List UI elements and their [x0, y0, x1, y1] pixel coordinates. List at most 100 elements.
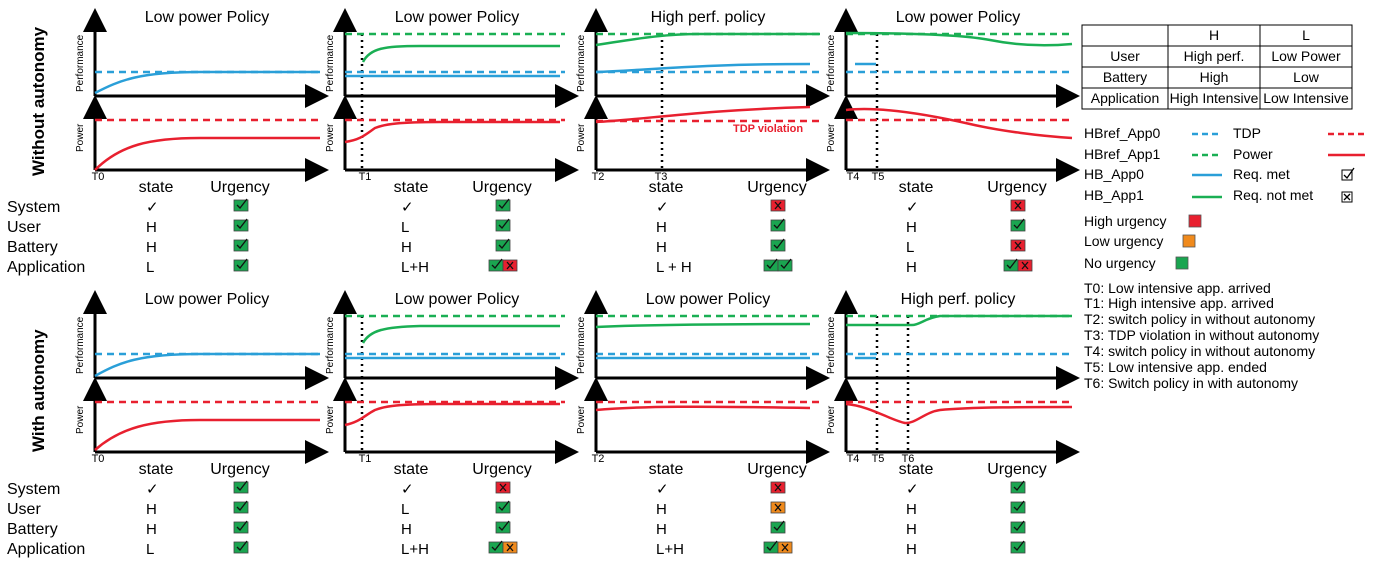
legend-no-urgency-label: No urgency: [1084, 255, 1156, 271]
urgency-indicator: [763, 258, 779, 272]
urgency-indicator: [770, 238, 786, 252]
power-curve: [595, 105, 811, 124]
panel-2: Low power Policy Performance Power T1 state U…: [325, 8, 579, 276]
urgency-indicator: [770, 199, 786, 212]
state-value: L: [146, 541, 154, 558]
performance-axis-label: Performance: [75, 34, 86, 92]
urgency-indicator: [488, 540, 504, 554]
table-cell-text: L: [1302, 27, 1310, 43]
urgency-indicator: [233, 258, 249, 272]
row-label: Battery: [7, 239, 58, 256]
hb-app0-curve: [595, 62, 811, 74]
urgency-indicator: [1010, 480, 1026, 494]
state-value: ✓: [906, 481, 919, 498]
urgency-header: Urgency: [747, 179, 807, 196]
time-note: T3: TDP violation in without autonomy: [1084, 327, 1319, 343]
table-cell: [1081, 24, 1169, 47]
panel-7: Low power Policy Performance Power T2 state U…: [576, 290, 830, 558]
panel-title: Low power Policy: [395, 291, 520, 308]
row-label: Application: [7, 541, 85, 558]
urgency-indicator: [502, 541, 518, 554]
time-notes: T0: Low intensive app. arrived T1: High …: [1084, 280, 1319, 391]
urgency-header: Urgency: [472, 179, 532, 196]
panel-title: Low power Policy: [145, 291, 270, 308]
time-label: T2: [592, 453, 605, 465]
urgency-header: Urgency: [987, 461, 1047, 478]
urgency-indicator: [233, 540, 249, 554]
state-value: H: [146, 219, 157, 236]
table-cell-text: Low: [1293, 69, 1320, 85]
power-curve: [595, 405, 811, 412]
time-label: T0: [92, 171, 105, 183]
row-title-without-autonomy: Without autonomy: [29, 26, 48, 176]
power-curve: [845, 402, 1073, 425]
urgency-indicator: [1017, 259, 1033, 272]
power-curve: [845, 107, 1073, 140]
state-value: ✓: [656, 199, 669, 216]
state-value: H: [906, 541, 917, 558]
time-note: T1: High intensive app. arrived: [1084, 295, 1274, 311]
row-label: User: [7, 219, 41, 236]
panel-title: Low power Policy: [395, 9, 520, 26]
state-header: state: [139, 179, 174, 196]
performance-axis-label: Performance: [75, 316, 86, 374]
state-header: state: [394, 461, 429, 478]
power-axis-label: Power: [826, 123, 837, 152]
state-value: H: [401, 521, 412, 538]
legend-hbref-app1-label: HBref_App1: [1084, 146, 1160, 162]
hb-app1-curve: [361, 324, 560, 344]
state-value: L + H: [656, 259, 692, 276]
urgency-header: Urgency: [210, 461, 270, 478]
power-axis-label: Power: [325, 123, 336, 152]
urgency-indicator: [233, 218, 249, 232]
legend-low-urgency-swatch: [1182, 234, 1196, 248]
time-note: T6: Switch policy in with autonomy: [1084, 375, 1298, 391]
state-header: state: [649, 461, 684, 478]
state-value: H: [656, 521, 667, 538]
urgency-indicator: [1010, 520, 1026, 534]
table-cell-text: High perf.: [1184, 48, 1245, 64]
panel-6: Low power Policy Performance Power T1 state U…: [325, 290, 579, 558]
panel-title: Low power Policy: [145, 9, 270, 26]
urgency-indicator: [233, 520, 249, 534]
legend-req-met-icon: [1341, 167, 1355, 181]
urgency-indicator: [770, 218, 786, 232]
state-value: H: [906, 259, 917, 276]
legend-low-urgency-label: Low urgency: [1084, 233, 1163, 249]
time-label: T1: [359, 453, 372, 465]
state-value: H: [401, 239, 412, 256]
state-value: ✓: [656, 481, 669, 498]
legend-hbref-app0-label: HBref_App0: [1084, 125, 1160, 141]
state-value: ✓: [401, 199, 414, 216]
state-value: H: [656, 239, 667, 256]
row-label: System: [7, 199, 60, 216]
panel-1: Low power Policy Performance Power T0 state U…: [7, 8, 329, 276]
time-note: T0: Low intensive app. arrived: [1084, 280, 1271, 296]
time-label: T1: [359, 171, 372, 183]
table-cell-text: Low Intensive: [1263, 90, 1349, 106]
urgency-indicator: [488, 258, 504, 272]
urgency-indicator: [770, 520, 786, 534]
table-cell-text: Low Power: [1271, 48, 1341, 64]
state-value: L: [146, 259, 154, 276]
time-label: T6: [902, 453, 915, 465]
curves: [94, 31, 1073, 451]
policy-table: H L User High perf. Low Power Battery High Low A…: [1081, 24, 1353, 110]
power-axis-label: Power: [75, 405, 86, 434]
urgency-indicator: [495, 481, 511, 494]
panel-title: High perf. policy: [651, 9, 766, 26]
state-value: L: [401, 219, 409, 236]
panel-8: High perf. policy Performance Power T4 T5 T6s…: [826, 290, 1080, 558]
panel-title: High perf. policy: [901, 291, 1016, 308]
performance-axis-label: Performance: [576, 34, 587, 92]
power-axis-label: Power: [576, 405, 587, 434]
state-value: H: [906, 219, 917, 236]
row-label: User: [7, 501, 41, 518]
state-header: state: [899, 461, 934, 478]
urgency-header: Urgency: [987, 179, 1047, 196]
state-value: L+H: [401, 541, 429, 558]
time-label: T2: [592, 171, 605, 183]
urgency-indicator: [1003, 258, 1019, 272]
table-cell-text: Battery: [1103, 69, 1147, 85]
urgency-indicator: [233, 500, 249, 514]
